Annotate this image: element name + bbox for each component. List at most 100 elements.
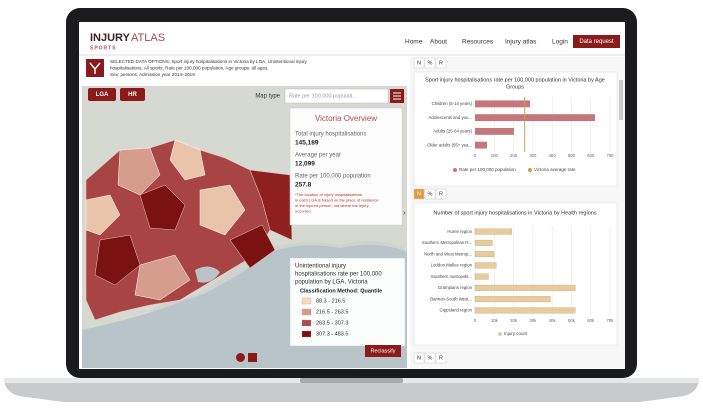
nav-link[interactable]: About <box>430 39 447 46</box>
y-tick-label: Children (5-14 years) <box>432 101 473 106</box>
tab-label[interactable]: N <box>417 191 421 197</box>
y-tick-label: Loddon Mallee region <box>431 263 473 268</box>
legend-marker <box>453 168 457 172</box>
tab-label[interactable]: N <box>417 355 421 361</box>
hr-button[interactable] <box>120 88 145 101</box>
reclassify-label[interactable]: Reclassify <box>370 348 395 354</box>
logo-sub[interactable]: SPORTS <box>90 45 117 51</box>
overview-panel <box>289 107 403 226</box>
legend-label: Injury count <box>504 331 528 336</box>
info-text: Sex: persons, Admission year 2014–2019 <box>110 72 195 77</box>
legend-label: Rate per 100,000 population <box>459 167 516 172</box>
x-tick-label: 50k <box>568 318 576 323</box>
tab[interactable] <box>413 57 425 69</box>
x-tick-label: 200 <box>510 153 518 158</box>
x-tick-label: 30k <box>529 318 537 323</box>
y-tick-label: North and West Metrop... <box>424 251 472 256</box>
overview-value: 257.8 <box>295 182 312 189</box>
bar <box>474 273 489 280</box>
info-text: SELECTED DATA OPTIONS: Sport injury hosp… <box>110 59 308 64</box>
tab-label[interactable]: % <box>428 191 433 197</box>
nav-link[interactable]: Login <box>552 39 568 46</box>
x-tick-label: 40k <box>549 318 557 323</box>
hr-button-label[interactable]: HR <box>128 92 137 98</box>
x-tick-label: 500 <box>568 153 576 158</box>
nav-link[interactable]: Injury atlas <box>505 39 537 46</box>
lga-button-label[interactable]: LGA <box>96 92 109 98</box>
legend-swatch <box>301 308 312 316</box>
x-tick-label: 70k <box>607 318 615 323</box>
x-tick-label: 400 <box>549 153 557 158</box>
tab-label[interactable]: R <box>439 191 443 197</box>
legend-label: 307.3 - 483.5 <box>316 331 348 337</box>
data-request-button[interactable] <box>573 35 620 48</box>
overview-title: Victoria Overview <box>315 114 377 123</box>
chart-card <box>413 71 618 187</box>
info-icon-glyph <box>89 62 101 74</box>
bar <box>474 284 576 291</box>
map-region <box>94 234 141 286</box>
overview-label: Average per year <box>295 153 341 159</box>
chart-title: Number of sport injury hospitalisations … <box>433 210 596 216</box>
legend-marker <box>528 168 532 172</box>
overview-label: Rate per 100,000 population <box>295 174 371 180</box>
tab[interactable] <box>424 352 436 364</box>
tab-label[interactable]: N <box>417 60 421 66</box>
tab-label[interactable]: R <box>439 60 443 66</box>
bar <box>474 307 576 314</box>
map-region <box>229 224 276 269</box>
tab[interactable] <box>413 188 425 200</box>
nav-link[interactable]: Resources <box>462 39 494 46</box>
legend-swatch <box>301 319 312 327</box>
bar <box>474 239 493 246</box>
x-tick-label: 600 <box>587 153 595 158</box>
map-region <box>199 184 246 236</box>
legend-marker <box>498 332 502 336</box>
tab[interactable] <box>435 352 447 364</box>
overview-note: occurred. <box>295 209 312 214</box>
reclassify-button[interactable] <box>365 345 401 357</box>
scrollbar <box>619 80 623 120</box>
x-tick-label: 300 <box>529 153 537 158</box>
data-request-label[interactable]: Data request <box>579 39 614 45</box>
tab[interactable] <box>424 188 436 200</box>
nav-link[interactable]: Home <box>405 39 423 46</box>
tab-label[interactable]: % <box>428 60 433 66</box>
legend-title: Unintentional injury <box>295 264 346 270</box>
bar <box>475 114 595 122</box>
legend-label: Victoria average rate <box>534 167 576 172</box>
lga-button[interactable] <box>88 88 116 101</box>
y-tick-label: Adults (25-64 years) <box>433 129 472 134</box>
overview-note: in each LGA is based on the place of res… <box>295 198 379 203</box>
map-bay <box>195 266 220 283</box>
logo-accent[interactable]: ATLAS <box>131 32 165 44</box>
tab[interactable] <box>435 188 447 200</box>
info-text: hospitalisations, All sports, Rate per 1… <box>110 66 269 71</box>
x-tick-label: 10k <box>491 318 499 323</box>
y-tick-label: Grampians region <box>438 285 473 290</box>
y-tick-label: Older adults (65+ yea... <box>427 142 472 147</box>
logo[interactable]: INJURY <box>90 32 131 44</box>
tab-label[interactable]: % <box>428 355 433 361</box>
help-button[interactable] <box>236 353 245 362</box>
x-tick-label: 0 <box>474 318 477 323</box>
laptop-notch <box>300 378 403 383</box>
panel-arrow[interactable]: › <box>403 208 406 217</box>
y-tick-label: Gippsland region <box>440 308 473 313</box>
tab-label[interactable]: R <box>439 355 443 361</box>
bar <box>475 141 487 149</box>
laptop-base <box>4 378 699 402</box>
chart-title: Groups <box>506 84 524 90</box>
overview-note: of the injured person, not where the inj… <box>295 203 369 208</box>
legend-swatch <box>301 297 312 305</box>
tab[interactable] <box>424 57 436 69</box>
map-region <box>139 184 186 231</box>
tab[interactable] <box>435 57 447 69</box>
map-type-select-value[interactable]: Rate per 100,000 populati... <box>289 93 357 99</box>
map-type-select[interactable] <box>284 88 389 104</box>
bar <box>474 228 512 235</box>
comment-button[interactable] <box>248 353 257 362</box>
tab[interactable] <box>413 352 425 364</box>
x-tick-label: 100 <box>491 153 499 158</box>
